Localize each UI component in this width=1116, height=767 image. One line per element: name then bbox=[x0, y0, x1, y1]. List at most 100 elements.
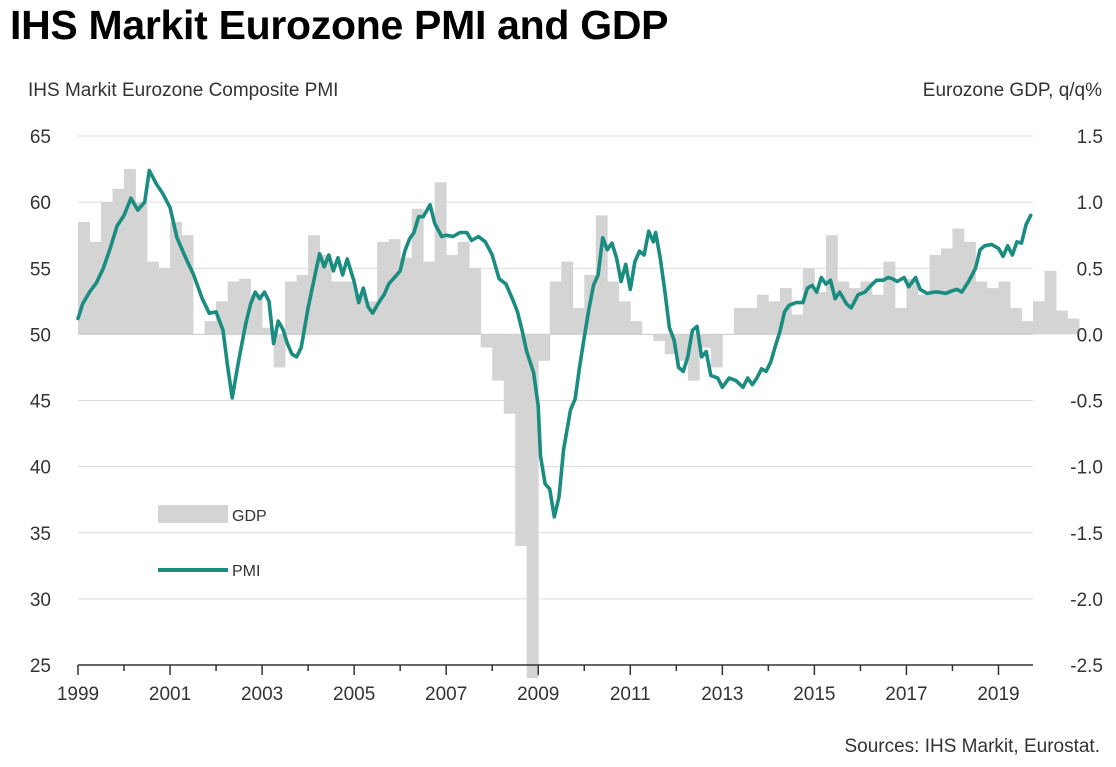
x-tick-label: 2007 bbox=[425, 684, 467, 705]
x-tick-label: 2011 bbox=[610, 684, 651, 705]
gdp-bar bbox=[975, 281, 988, 335]
gdp-bar bbox=[446, 255, 459, 335]
gdp-bar bbox=[457, 241, 470, 335]
right-axis-title: Eurozone GDP, q/q% bbox=[923, 80, 1102, 101]
gdp-bar bbox=[170, 221, 182, 335]
gdp-bar bbox=[1056, 310, 1068, 335]
gdp-bar bbox=[1044, 270, 1057, 335]
gdp-bar bbox=[204, 321, 217, 335]
gdp-bar bbox=[89, 241, 102, 335]
gdp-bar bbox=[1009, 307, 1022, 335]
gdp-bar bbox=[538, 334, 551, 361]
right-tick-label: 1.0 bbox=[1077, 193, 1103, 214]
left-tick-label: 30 bbox=[30, 590, 51, 611]
gdp-bar bbox=[250, 294, 263, 335]
legend-pmi-label: PMI bbox=[232, 563, 260, 580]
right-tick-label: -2.0 bbox=[1070, 590, 1103, 611]
x-tick-label: 1999 bbox=[57, 684, 99, 705]
gdp-bar bbox=[503, 334, 516, 414]
gdp-bar bbox=[791, 314, 804, 335]
x-tick-label: 2017 bbox=[885, 684, 927, 705]
gdp-bar bbox=[147, 261, 159, 335]
gdp-bar bbox=[342, 281, 355, 335]
gdp-bar bbox=[883, 261, 896, 335]
gdp-bars bbox=[78, 169, 1080, 679]
gdp-bar bbox=[653, 334, 666, 341]
x-tick-label: 2019 bbox=[977, 684, 1019, 705]
gdp-bar bbox=[607, 281, 620, 335]
x-tick-label: 2013 bbox=[701, 684, 743, 705]
legend-gdp-label: GDP bbox=[232, 508, 267, 525]
gdp-bar bbox=[377, 241, 390, 335]
gdp-bar bbox=[860, 281, 873, 335]
left-tick-label: 50 bbox=[30, 325, 51, 346]
right-tick-label: 0.5 bbox=[1077, 259, 1103, 280]
gdp-bar bbox=[285, 281, 298, 335]
legend: GDP PMI bbox=[158, 505, 267, 580]
gdp-bar bbox=[296, 274, 309, 335]
right-tick-label: -0.5 bbox=[1070, 392, 1103, 413]
gdp-bar bbox=[411, 208, 424, 335]
gdp-bar bbox=[319, 255, 332, 335]
gdp-bar bbox=[733, 307, 746, 335]
chart-title: IHS Markit Eurozone PMI and GDP bbox=[10, 2, 669, 48]
gdp-bar bbox=[998, 281, 1011, 335]
gdp-bar bbox=[1021, 321, 1034, 335]
gdp-bar bbox=[595, 215, 608, 335]
right-tick-label: 0.0 bbox=[1077, 325, 1103, 346]
gdp-bar bbox=[388, 239, 401, 335]
gdp-bar bbox=[354, 294, 367, 335]
x-tick-label: 2005 bbox=[333, 684, 375, 705]
left-tick-label: 25 bbox=[30, 656, 51, 677]
gdp-bar bbox=[687, 334, 700, 381]
gdp-bar bbox=[101, 202, 113, 335]
right-tick-label: -1.0 bbox=[1070, 458, 1103, 479]
gdp-bar bbox=[699, 334, 712, 348]
gdp-bar bbox=[331, 281, 344, 335]
gdp-bar bbox=[124, 169, 136, 335]
gdp-bar bbox=[400, 257, 413, 335]
gdp-bar bbox=[262, 327, 275, 335]
right-tick-label: -2.5 bbox=[1070, 656, 1103, 677]
gdp-bar bbox=[630, 321, 643, 335]
gdp-bar bbox=[216, 301, 228, 335]
x-tick-label: 2003 bbox=[241, 684, 283, 705]
gdp-bar bbox=[273, 334, 286, 368]
gdp-bar bbox=[78, 221, 90, 335]
x-tick-label: 2015 bbox=[793, 684, 835, 705]
left-axis-title: IHS Markit Eurozone Composite PMI bbox=[28, 80, 338, 101]
left-tick-label: 35 bbox=[30, 524, 51, 545]
gdp-bar bbox=[434, 182, 447, 335]
source-note: Sources: IHS Markit, Eurostat. bbox=[844, 736, 1100, 757]
gdp-bar bbox=[181, 235, 194, 335]
gdp-bar bbox=[492, 334, 505, 381]
gdp-bar bbox=[423, 261, 436, 335]
gdp-bar bbox=[480, 334, 493, 348]
left-tick-label: 65 bbox=[30, 127, 51, 148]
gdp-bar bbox=[906, 278, 919, 335]
gridlines bbox=[78, 135, 1033, 666]
x-tick-label: 2009 bbox=[517, 684, 559, 705]
right-tick-label: 1.5 bbox=[1077, 127, 1103, 148]
left-tick-label: 60 bbox=[30, 193, 51, 214]
gdp-bar bbox=[618, 301, 631, 335]
gdp-bar bbox=[515, 334, 528, 546]
gdp-bar bbox=[802, 268, 815, 335]
gdp-bar bbox=[871, 294, 884, 335]
gdp-bar bbox=[239, 278, 251, 335]
gdp-bar bbox=[756, 294, 769, 335]
gdp-bar bbox=[848, 288, 861, 335]
gdp-bar bbox=[837, 281, 850, 335]
pmi-line-layer bbox=[76, 168, 1033, 519]
gdp-bar bbox=[227, 281, 240, 335]
gdp-bar bbox=[676, 334, 689, 361]
legend-gdp-swatch bbox=[158, 505, 228, 523]
gdp-bar bbox=[526, 334, 539, 679]
gdp-bar bbox=[549, 281, 562, 335]
gdp-bar bbox=[365, 301, 378, 335]
gdp-bar bbox=[664, 334, 677, 355]
gdp-bar bbox=[1033, 301, 1045, 335]
pmi-line bbox=[76, 168, 1033, 519]
gdp-bar bbox=[917, 294, 930, 335]
